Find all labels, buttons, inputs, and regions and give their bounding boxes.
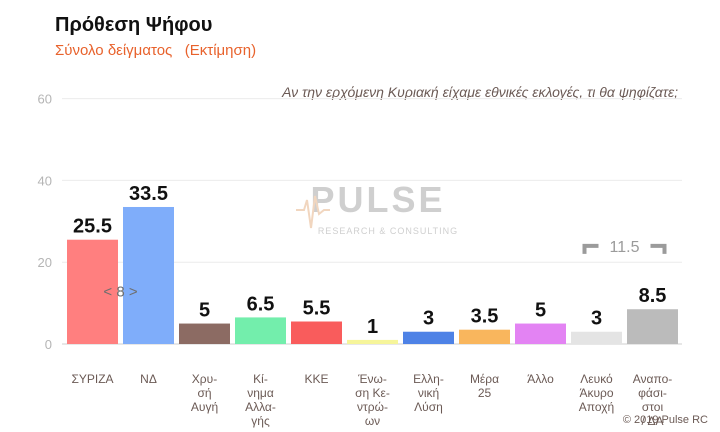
- survey-question: Αν την ερχόμενη Κυριακή είχαμε εθνικές ε…: [282, 84, 678, 100]
- y-axis-ticks: 0 20 40 60: [38, 92, 52, 352]
- bar: [67, 239, 118, 344]
- bar: [627, 309, 678, 344]
- bar-value-label: 5: [535, 300, 546, 322]
- category-label: Άκυρο: [579, 386, 613, 400]
- bar: [403, 331, 454, 344]
- category-label: ΚΚΕ: [304, 372, 328, 386]
- category-label: Αυγή: [191, 400, 218, 414]
- category-label: Αποχή: [579, 400, 614, 414]
- gap-annotation: < 8 >: [103, 284, 137, 301]
- category-label: Κί-: [253, 372, 268, 386]
- category-label: σή: [197, 386, 211, 400]
- y-tick-label: 40: [38, 173, 52, 188]
- bar: [459, 329, 510, 344]
- annotations: < 8 > 11.5: [103, 239, 667, 301]
- category-label: Αναπο-: [633, 372, 673, 386]
- bar: [347, 339, 398, 344]
- category-label: ΣΥΡΙΖΑ: [71, 372, 113, 386]
- category-label: Λύση: [414, 400, 443, 414]
- chart-subtitle: Σύνολο δείγματος (Εκτίμηση): [55, 42, 257, 59]
- watermark-brand: PULSE: [310, 179, 445, 220]
- y-tick-label: 60: [38, 92, 52, 107]
- bar-value-label: 33.5: [129, 183, 168, 205]
- pulse-watermark: PULSE RESEARCH & CONSULTING: [296, 179, 458, 236]
- category-label: νική: [418, 386, 439, 400]
- chart-title: Πρόθεση Ψήφου: [55, 14, 213, 36]
- bars: [67, 206, 678, 344]
- category-label: Ένω-: [357, 372, 387, 386]
- bar-value-label: 3: [423, 308, 434, 330]
- bracket-annotation-line: [582, 243, 667, 254]
- category-label: ων: [365, 414, 380, 428]
- category-label: ντρώ-: [357, 400, 388, 414]
- bar-value-label: 5.5: [303, 298, 331, 320]
- watermark-tagline: RESEARCH & CONSULTING: [318, 226, 458, 236]
- bar: [515, 323, 566, 344]
- watermark-pulse-line-icon: [296, 195, 330, 229]
- category-label: Άλλο: [527, 372, 554, 386]
- category-label: Μέρα: [470, 372, 499, 386]
- bar: [123, 206, 174, 344]
- category-label: 25: [478, 386, 492, 400]
- value-labels: 25.533.55 6.5 5.51 3 3.5 5 38.5: [73, 183, 666, 338]
- category-label: / ΔΑ: [641, 414, 663, 428]
- bar-value-label: 5: [199, 300, 210, 322]
- bar: [291, 321, 342, 344]
- category-label: ΝΔ: [140, 372, 157, 386]
- category-label: Χρυ-: [192, 372, 217, 386]
- bar-value-label: 1: [367, 316, 378, 338]
- copyright-credit: © 2019 Pulse RC: [622, 414, 708, 426]
- category-label: Λευκό: [580, 372, 613, 386]
- bar: [571, 331, 622, 344]
- bar: [179, 323, 230, 344]
- bar-value-label: 6.5: [247, 293, 275, 315]
- bar-value-label: 25.5: [73, 216, 112, 238]
- bracket-annotation: 11.5: [610, 239, 640, 256]
- category-label: γής: [251, 414, 270, 428]
- bar: [235, 317, 286, 344]
- category-label: ση Κε-: [355, 386, 390, 400]
- category-label: νημα: [247, 386, 274, 400]
- category-label: Ελλη-: [413, 372, 444, 386]
- category-label: φάσι-: [638, 386, 667, 400]
- y-tick-label: 0: [45, 337, 52, 352]
- y-tick-label: 20: [38, 255, 52, 270]
- bar-value-label: 3.5: [471, 306, 499, 328]
- bar-value-label: 8.5: [639, 285, 667, 307]
- category-label: στοι: [642, 400, 664, 414]
- bar-value-label: 3: [591, 308, 602, 330]
- category-label: Αλλα-: [245, 400, 276, 414]
